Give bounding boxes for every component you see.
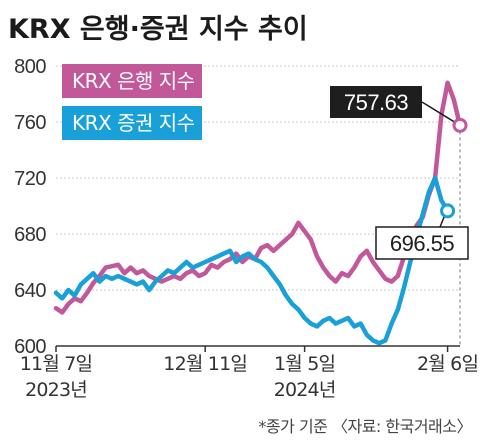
- x-tick-label: 11월 7일: [20, 353, 92, 375]
- legend-securities-box: [62, 106, 202, 140]
- source-note: *종가 기준 〈자료: 한국거래소〉: [258, 417, 472, 436]
- x-tick-year: 2023년: [25, 379, 87, 401]
- securities-callout-leader: [439, 215, 446, 228]
- bank-index-line: [53, 80, 463, 315]
- y-tick-label: 720: [14, 168, 46, 190]
- y-tick-label: 680: [14, 224, 46, 246]
- bank-callout-box: [330, 86, 422, 118]
- legend: KRX 은행 지수 KRX 증권 지수: [62, 64, 202, 140]
- securities-callout-value: 696.55: [390, 231, 455, 256]
- securities-callout: 696.55: [375, 203, 469, 260]
- x-tick-label: 1월 5일: [274, 353, 335, 375]
- legend-bank-label: KRX 은행 지수: [72, 69, 195, 93]
- x-tick-label: 2월 6일: [417, 353, 478, 375]
- bank-callout-value: 757.63: [344, 90, 409, 115]
- bank-callout: 757.63: [330, 86, 468, 133]
- legend-securities-label: KRX 증권 지수: [72, 111, 195, 135]
- bank-latest-point: [452, 117, 468, 133]
- y-tick-label: 640: [14, 280, 46, 302]
- securities-callout-box: [375, 226, 469, 260]
- legend-bank-box: [62, 64, 202, 98]
- securities-latest-point: [440, 203, 456, 219]
- bank-callout-leader: [421, 101, 456, 123]
- x-tick-label: 12월 11일: [163, 353, 247, 375]
- x-axis: 11월 7일 2023년 12월 11일 1월 5일 2024년 2월 6일: [20, 345, 479, 401]
- y-axis-ticks: 800 760 720 680 640 600: [14, 56, 47, 358]
- x-tick-year: 2024년: [274, 379, 336, 401]
- y-tick-label: 760: [14, 112, 46, 134]
- y-tick-label: 600: [14, 336, 46, 358]
- chart-title: KRX 은행·증권 지수 추이: [8, 14, 308, 45]
- y-tick-label: 800: [14, 56, 46, 78]
- securities-index-line: [53, 175, 450, 346]
